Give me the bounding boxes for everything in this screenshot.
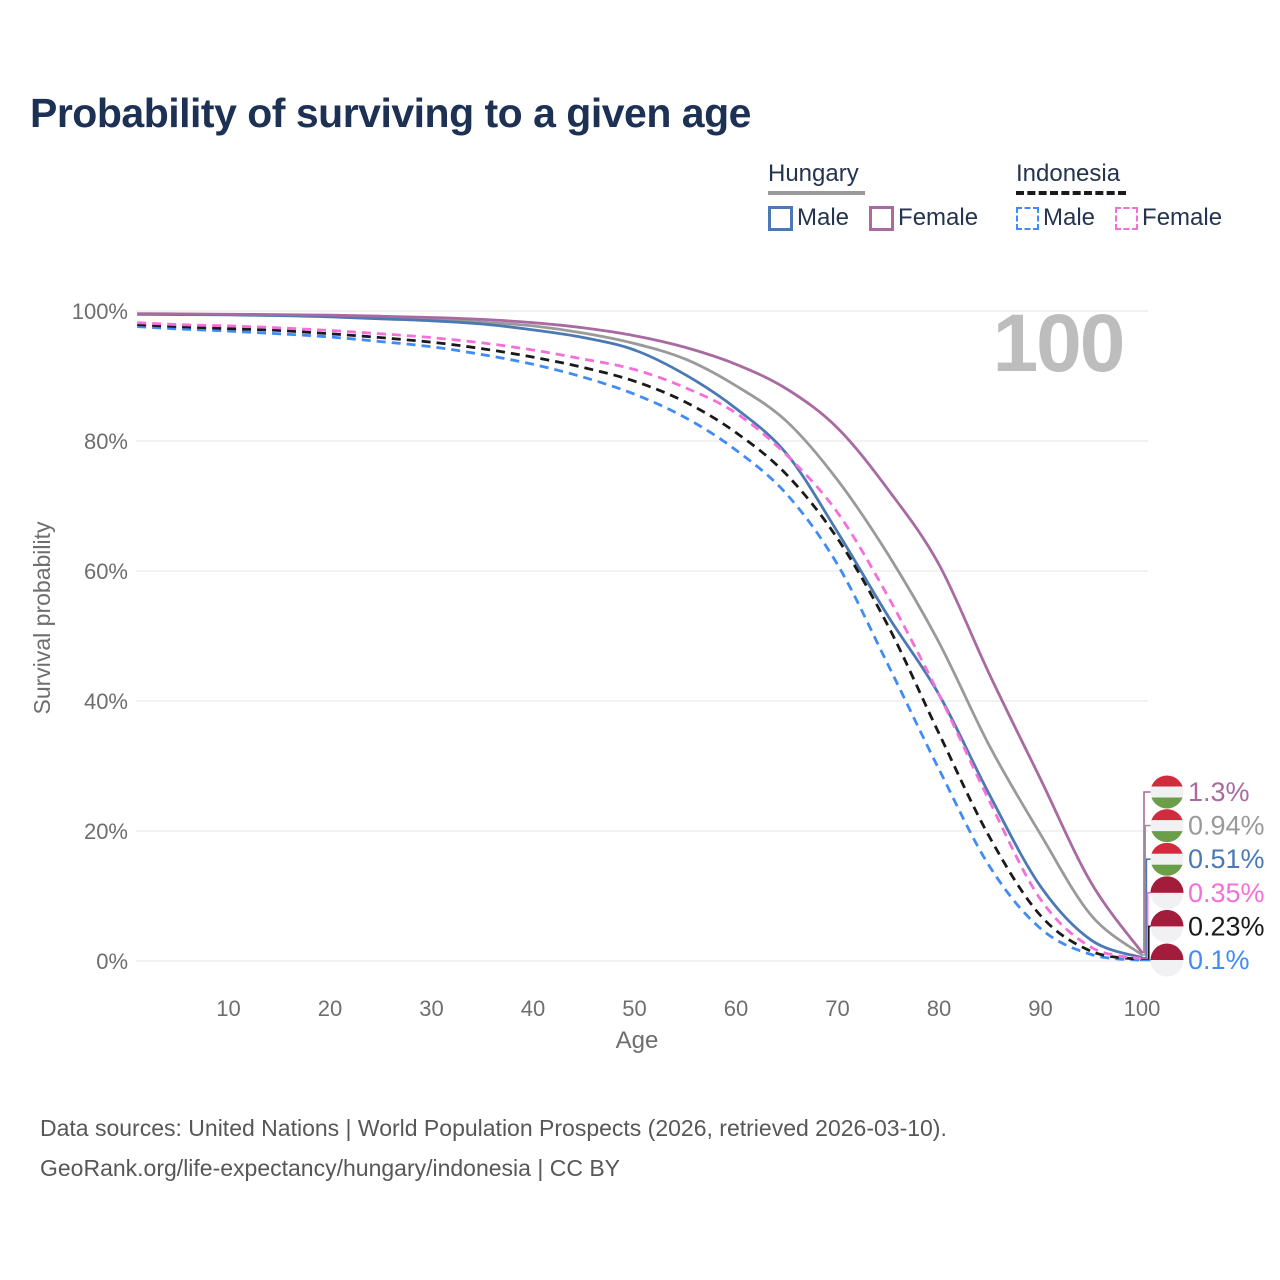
axis-labels: 0% 20% 40% 60% 80% 100% 10 20 30 40 50 60 70 80 90 100 <box>72 299 1161 1021</box>
legend-country-indonesia[interactable]: Indonesia <box>1016 162 1127 195</box>
legend-group-hungary: Hungary Male Female <box>768 162 978 232</box>
flag-icon-hungary <box>1150 809 1184 843</box>
legend-country-hungary[interactable]: Hungary <box>768 162 865 195</box>
x-tick-label: 60 <box>724 996 748 1021</box>
age-watermark: 100 <box>993 298 1124 389</box>
series-lines <box>137 312 1144 962</box>
x-tick-label: 90 <box>1028 996 1052 1021</box>
y-tick-label: 20% <box>84 819 128 844</box>
legend-item-indonesia-female[interactable]: Female <box>1115 204 1222 232</box>
flag-icon-hungary <box>1150 842 1184 876</box>
series-line-hungary-both-sexes[interactable] <box>137 312 1143 957</box>
y-tick-label: 80% <box>84 429 128 454</box>
y-axis-title: Survival probability <box>29 521 55 715</box>
end-label-indonesia-both-sexes: 0.23% <box>1188 911 1265 941</box>
series-line-indonesia-male[interactable] <box>137 325 1143 962</box>
end-label-hungary-male: 0.51% <box>1188 844 1265 874</box>
footer-source-line: Data sources: United Nations | World Pop… <box>40 1115 947 1141</box>
indonesia-female-swatch-icon <box>1115 206 1139 230</box>
x-tick-label: 40 <box>521 996 545 1021</box>
legend-label-hungary-female: Female <box>898 204 979 231</box>
x-tick-label: 50 <box>622 996 646 1021</box>
series-line-hungary-male[interactable] <box>137 312 1143 960</box>
hungary-female-swatch-icon <box>869 205 895 231</box>
y-tick-label: 40% <box>84 689 128 714</box>
series-line-hungary-female[interactable] <box>137 312 1144 954</box>
legend-group-indonesia: Indonesia Male Female <box>1016 162 1222 232</box>
legend-label-indonesia-male: Male <box>1043 204 1096 231</box>
hungary-male-swatch-icon <box>768 205 793 231</box>
legend-item-indonesia-male[interactable]: Male <box>1016 204 1095 232</box>
footer-license-line: GeoRank.org/life-expectancy/hungary/indo… <box>40 1155 621 1181</box>
legend-label-indonesia-female: Female <box>1142 204 1223 231</box>
end-label-connector <box>1141 791 1153 954</box>
x-axis-title: Age <box>616 1027 659 1054</box>
series-line-indonesia-both-sexes[interactable] <box>137 323 1143 961</box>
y-tick-label: 0% <box>96 949 128 974</box>
x-tick-label: 10 <box>216 996 240 1021</box>
page-title: Probability of surviving to a given age <box>30 90 751 136</box>
x-tick-label: 20 <box>318 996 342 1021</box>
end-label-connector <box>1141 824 1153 956</box>
legend-label-hungary-male: Male <box>797 204 850 231</box>
end-labels: 1.3% 0.94%0.51% 0.35%0.23% 0.1% <box>1141 775 1265 977</box>
legend-item-hungary-male[interactable]: Male <box>768 204 849 232</box>
chart-legend: Hungary Male Female Indonesia Male <box>0 162 1280 252</box>
end-label-hungary-both-sexes: 0.94% <box>1188 811 1265 841</box>
end-label-hungary-female: 1.3% <box>1188 777 1250 807</box>
flag-icon-indonesia <box>1150 876 1184 910</box>
legend-item-hungary-female[interactable]: Female <box>869 204 978 232</box>
flag-icon-indonesia <box>1150 943 1184 977</box>
flag-icon-hungary <box>1150 775 1184 809</box>
y-tick-label: 100% <box>72 299 128 324</box>
end-label-indonesia-female: 0.35% <box>1188 878 1265 908</box>
indonesia-male-swatch-icon <box>1016 206 1039 230</box>
series-line-indonesia-female[interactable] <box>137 321 1143 961</box>
x-tick-label: 30 <box>419 996 443 1021</box>
x-tick-label: 80 <box>927 996 951 1021</box>
y-tick-label: 60% <box>84 559 128 584</box>
end-label-indonesia-male: 0.1% <box>1188 945 1250 975</box>
x-tick-label: 70 <box>825 996 849 1021</box>
flag-icon-indonesia <box>1150 909 1184 943</box>
gridlines <box>136 310 1148 962</box>
end-label-connector <box>1141 858 1153 959</box>
chart-footer: Data sources: United Nations | World Pop… <box>40 1108 947 1188</box>
x-tick-label: 100 <box>1124 996 1161 1021</box>
